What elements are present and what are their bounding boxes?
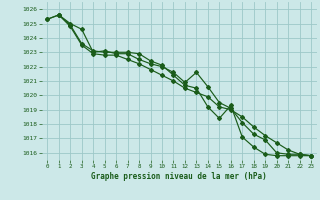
X-axis label: Graphe pression niveau de la mer (hPa): Graphe pression niveau de la mer (hPa) [91,172,267,181]
